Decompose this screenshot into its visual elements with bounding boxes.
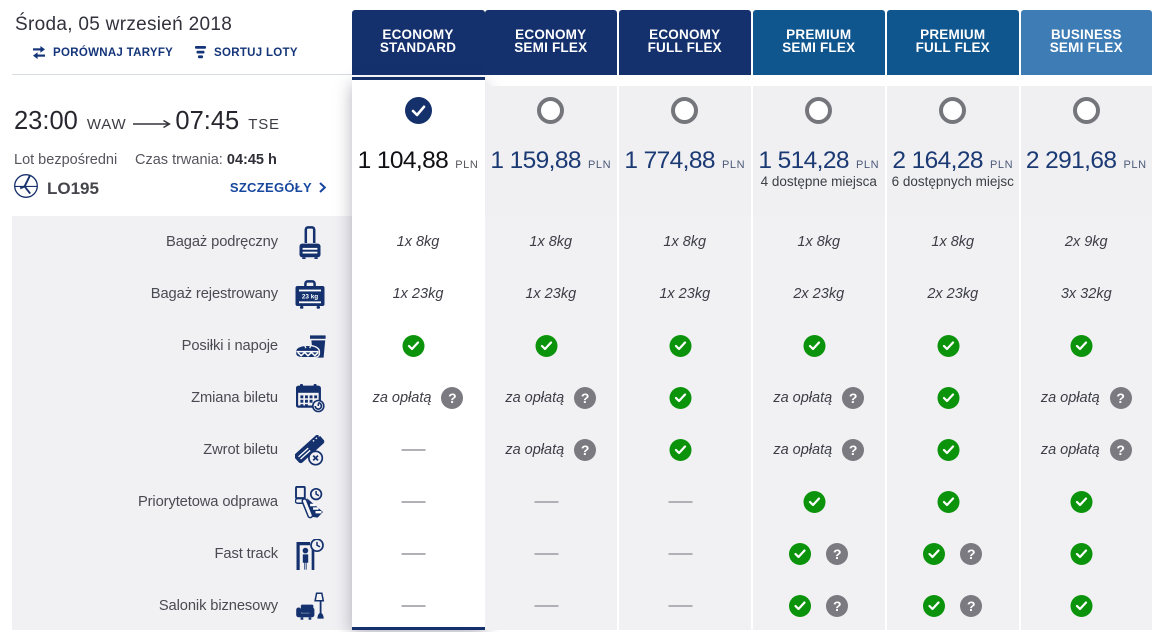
svg-text:23 kg: 23 kg: [302, 293, 318, 300]
